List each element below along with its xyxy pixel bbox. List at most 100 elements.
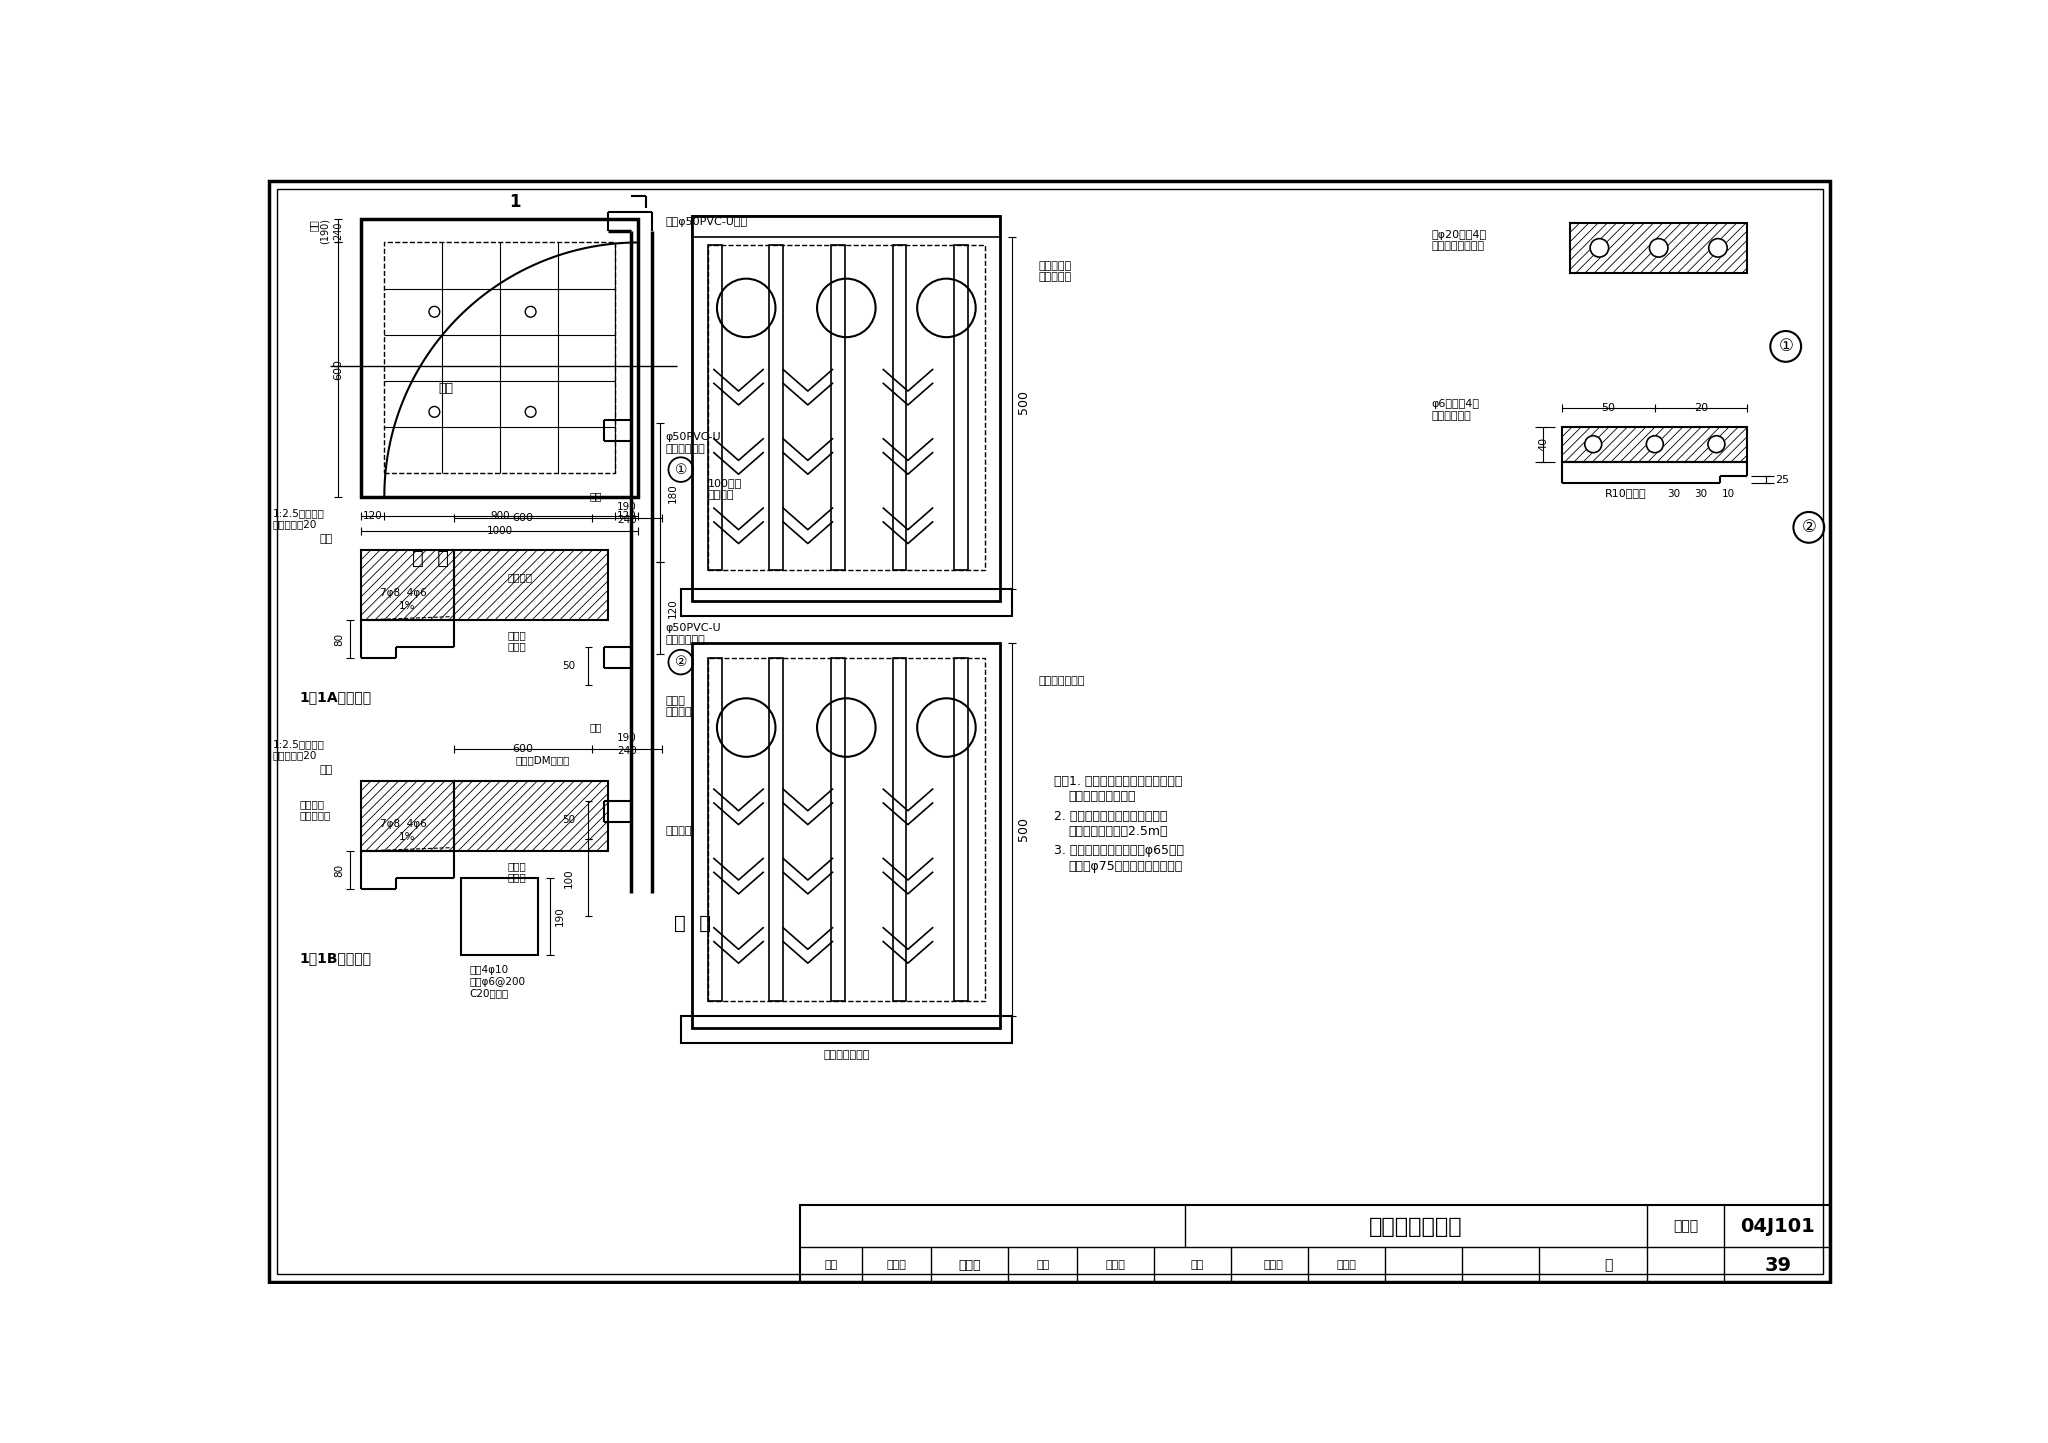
Text: 距地高度不得低于2.5m。: 距地高度不得低于2.5m。: [1069, 825, 1167, 838]
Text: 圈梁按: 圈梁按: [666, 696, 686, 706]
Circle shape: [1708, 238, 1726, 257]
Bar: [709, 658, 985, 1001]
Text: 600: 600: [512, 745, 532, 755]
Bar: [680, 589, 1012, 616]
Text: 刮腻子: 刮腻子: [508, 631, 526, 641]
Bar: [801, 1205, 1831, 1284]
Text: ①: ①: [674, 463, 686, 476]
Text: 30: 30: [1694, 489, 1708, 499]
Text: 平  面: 平 面: [412, 548, 449, 567]
Text: 供安装空调室外机: 供安装空调室外机: [1432, 241, 1485, 251]
Circle shape: [1647, 436, 1663, 453]
Text: 图集号: 图集号: [1673, 1219, 1698, 1234]
Text: 入墙: 入墙: [309, 219, 319, 231]
Text: 纵筋4φ10: 纵筋4φ10: [469, 965, 508, 975]
Text: 埋φ20钢管4个: 埋φ20钢管4个: [1432, 229, 1487, 240]
Bar: [692, 215, 999, 600]
Text: 04J101: 04J101: [1741, 1216, 1815, 1237]
Bar: [360, 550, 453, 619]
Text: 80: 80: [334, 632, 344, 645]
Bar: [831, 658, 844, 1001]
Bar: [709, 245, 721, 570]
Text: 围栏: 围栏: [438, 382, 453, 395]
Bar: [954, 245, 969, 570]
Text: 部时需作倾覆验算。: 部时需作倾覆验算。: [1069, 791, 1135, 804]
Text: 500: 500: [1018, 817, 1030, 841]
Text: 王忠利: 王忠利: [1106, 1260, 1126, 1270]
Text: 围栏: 围栏: [319, 765, 334, 775]
Bar: [360, 219, 639, 496]
Text: 冷凝水排水管: 冷凝水排水管: [666, 444, 705, 453]
Bar: [453, 550, 608, 619]
Bar: [692, 215, 999, 237]
Text: 50: 50: [563, 661, 575, 671]
Text: 40: 40: [1538, 437, 1548, 452]
Text: 180: 180: [668, 483, 678, 502]
Text: 10: 10: [1722, 489, 1735, 499]
Text: 仅用于DM多孔砖: 仅用于DM多孔砖: [516, 755, 569, 765]
Circle shape: [1708, 436, 1724, 453]
Text: 阎风祥: 阎风祥: [1264, 1260, 1284, 1270]
Text: 1: 1: [510, 193, 520, 212]
Text: 面层按工程设计: 面层按工程设计: [823, 1051, 870, 1059]
Text: 100: 100: [563, 867, 573, 887]
Bar: [680, 1016, 1012, 1043]
Text: 20: 20: [1694, 403, 1708, 413]
Bar: [893, 245, 907, 570]
Text: 空调室外机搁板: 空调室外机搁板: [1370, 1216, 1462, 1237]
Text: 240: 240: [616, 746, 637, 756]
Text: 120: 120: [616, 511, 637, 521]
Text: 2. 室外机搁板如临街或公共通道: 2. 室外机搁板如临街或公共通道: [1055, 810, 1167, 823]
Text: 刮腻子: 刮腻子: [508, 861, 526, 872]
Text: 1:2.5水泥砂浆: 1:2.5水泥砂浆: [272, 508, 324, 518]
Text: 孙钢男: 孙钢男: [958, 1258, 981, 1271]
Text: 结构设计: 结构设计: [666, 707, 692, 717]
Text: 顶层φ50PVC-U弯头: 顶层φ50PVC-U弯头: [666, 216, 748, 227]
Circle shape: [1589, 238, 1608, 257]
Text: 审核: 审核: [823, 1260, 838, 1270]
Bar: [770, 245, 782, 570]
Text: 按工程设计: 按工程设计: [1038, 273, 1071, 283]
Text: 80: 80: [334, 863, 344, 876]
Text: 校对: 校对: [1036, 1260, 1049, 1270]
Text: 用于安装围栏: 用于安装围栏: [1432, 411, 1470, 421]
Text: 50: 50: [1602, 403, 1616, 413]
Text: 7φ8  4φ6: 7φ8 4φ6: [381, 818, 426, 828]
Bar: [1563, 427, 1747, 462]
Text: 围栏及花饰: 围栏及花饰: [1038, 261, 1071, 270]
Text: 120: 120: [668, 599, 678, 618]
Text: ②: ②: [1802, 518, 1817, 537]
Text: 现浇楼板: 现浇楼板: [508, 573, 532, 583]
Circle shape: [1585, 436, 1602, 453]
Text: 工程设计: 工程设计: [709, 491, 735, 501]
Text: 120: 120: [362, 511, 383, 521]
Text: φ50PVC-U: φ50PVC-U: [666, 433, 721, 442]
Text: 刷涂料: 刷涂料: [508, 641, 526, 651]
Text: 围栏: 围栏: [319, 534, 334, 544]
Bar: [1571, 224, 1747, 273]
Text: 1－1A（现浇）: 1－1A（现浇）: [299, 690, 373, 704]
Text: 框式机φ75）位置按工程设计。: 框式机φ75）位置按工程设计。: [1069, 860, 1182, 873]
Text: 注：1. 空调室外机搁板放置在墙体上: 注：1. 空调室外机搁板放置在墙体上: [1055, 775, 1182, 788]
Bar: [461, 877, 539, 955]
Text: 1%: 1%: [399, 600, 416, 610]
Text: φ50PVC-U: φ50PVC-U: [666, 623, 721, 633]
Text: 1%: 1%: [399, 833, 416, 841]
Bar: [385, 242, 614, 473]
Text: 1000: 1000: [487, 527, 512, 537]
Bar: [831, 245, 844, 570]
Bar: [709, 245, 985, 570]
Text: 设计: 设计: [1190, 1260, 1204, 1270]
Bar: [893, 658, 907, 1001]
Text: 距地高度: 距地高度: [299, 799, 326, 810]
Bar: [709, 658, 721, 1001]
Text: 页: 页: [1604, 1258, 1614, 1273]
Text: 空调室外机搁板: 空调室外机搁板: [1038, 677, 1085, 687]
Bar: [954, 658, 969, 1001]
Text: 3. 预留室外机穿墙管孔（φ65，或: 3. 预留室外机穿墙管孔（φ65，或: [1055, 844, 1184, 857]
Text: 入墙: 入墙: [590, 723, 602, 733]
Text: (190): (190): [319, 218, 330, 244]
Circle shape: [1649, 238, 1667, 257]
Bar: [770, 658, 782, 1001]
Text: 孙钢男: 孙钢男: [887, 1260, 907, 1270]
